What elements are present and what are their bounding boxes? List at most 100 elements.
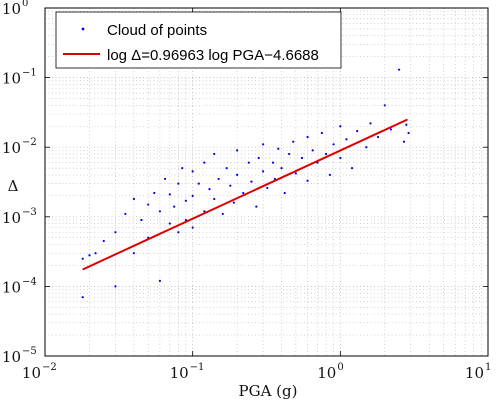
x-tick-label: 10 <box>465 364 484 382</box>
scatter-point <box>213 197 216 201</box>
scatter-point <box>350 167 354 170</box>
scatter-points <box>81 68 410 299</box>
scatter-point <box>247 161 250 164</box>
scatter-point <box>81 296 84 299</box>
scatter-point <box>197 182 200 185</box>
scatter-point <box>158 210 162 213</box>
y-tick-exponent: −2 <box>22 137 37 148</box>
scatter-point <box>242 191 245 195</box>
x-tick-label: 10 <box>317 364 336 382</box>
scatter-point <box>300 156 304 160</box>
scatter-point <box>288 152 291 156</box>
scatter-point <box>306 179 309 182</box>
scatter-point <box>191 170 194 173</box>
scatter-point <box>132 197 135 201</box>
scatter-point <box>271 161 275 164</box>
scatter-point <box>163 177 167 181</box>
y-tick-exponent: −1 <box>22 68 37 79</box>
scatter-point <box>173 205 176 208</box>
scatter-point <box>153 191 156 195</box>
scatter-point <box>208 188 211 191</box>
y-tick-label: 10 <box>2 0 21 18</box>
scatter-point <box>389 128 392 131</box>
scatter-point <box>168 222 171 225</box>
scatter-point <box>114 231 117 234</box>
scatter-point <box>306 135 309 139</box>
plot-frame <box>44 7 489 357</box>
scatter-point <box>217 177 220 181</box>
legend-box <box>55 11 342 69</box>
scatter-point <box>257 156 260 160</box>
axis-ticks: 10 −2 10 −1 10 0 10 110 −510 −410 −310 −210 −110 0 <box>2 0 491 382</box>
x-tick-exponent: −2 <box>42 362 57 373</box>
scatter-point <box>114 285 117 288</box>
scatter-point <box>221 212 224 216</box>
y-tick-label: 10 <box>2 348 21 366</box>
scatter-point <box>262 170 265 173</box>
legend-marker-points <box>81 27 85 31</box>
y-tick-exponent: −3 <box>22 207 37 218</box>
scatter-point <box>255 205 258 208</box>
scatter-point <box>236 173 239 176</box>
legend-label-points: Cloud of points <box>107 22 207 39</box>
scatter-point <box>250 180 253 183</box>
legend: Cloud of points log Δ=0.96963 log PGA−4.… <box>55 11 342 69</box>
x-axis-label: PGA (g) <box>239 382 298 400</box>
legend-label-fit-line: log Δ=0.96963 log PGA−4.6688 <box>107 47 319 64</box>
scatter-point <box>203 161 206 164</box>
y-tick-label: 10 <box>2 209 21 227</box>
y-axis-label: Δ <box>8 177 19 195</box>
scatter-point <box>81 257 84 260</box>
scatter-point <box>236 149 239 152</box>
scatter-point <box>324 152 328 156</box>
scatter-point <box>168 193 171 196</box>
scatter-point <box>140 218 143 222</box>
x-tick-label: 10 <box>22 364 41 382</box>
scatter-point <box>356 130 359 133</box>
scatter-point <box>339 125 342 128</box>
scatter-point <box>328 173 332 176</box>
scatter-point <box>191 226 194 229</box>
x-tick-exponent: −1 <box>190 362 205 373</box>
scatter-point <box>181 167 184 170</box>
scatter-point <box>225 167 228 170</box>
scatter-point <box>102 239 105 243</box>
fit-line-layer <box>82 118 408 271</box>
scatter-point <box>232 201 235 204</box>
scatter-point <box>332 143 335 146</box>
scatter-point <box>398 68 401 71</box>
scatter-point <box>283 191 286 195</box>
scatter-point <box>376 135 380 139</box>
scatter-point <box>294 172 297 175</box>
scatter-point <box>407 131 410 135</box>
x-tick-label: 10 <box>170 364 189 382</box>
scatter-point <box>280 167 283 170</box>
y-tick-exponent: −4 <box>22 276 37 287</box>
scatter-point <box>339 156 342 160</box>
scatter-point <box>184 199 188 202</box>
scatter-point <box>311 149 314 152</box>
scatter-point <box>177 182 180 185</box>
fit-line <box>82 118 408 271</box>
scatter-point <box>405 123 408 126</box>
scatter-point <box>203 210 206 213</box>
scatter-point <box>383 104 386 107</box>
scatter-point <box>262 143 265 146</box>
scatter-point <box>124 212 127 216</box>
scatter-point <box>213 152 216 156</box>
scatter-point <box>266 186 269 190</box>
scatter-point <box>402 140 406 143</box>
scatter-point <box>94 252 97 255</box>
scatter-point <box>320 131 323 135</box>
y-tick-exponent: −5 <box>22 346 37 357</box>
x-tick-exponent: 0 <box>337 362 343 373</box>
scatter-point <box>177 231 180 234</box>
y-tick-label: 10 <box>2 139 21 157</box>
y-tick-exponent: 0 <box>22 0 28 9</box>
scatter-point <box>88 254 91 257</box>
scatter-point <box>369 122 372 125</box>
scatter-point <box>365 146 368 149</box>
scatter-point <box>229 184 232 187</box>
scatter-point <box>191 194 194 197</box>
